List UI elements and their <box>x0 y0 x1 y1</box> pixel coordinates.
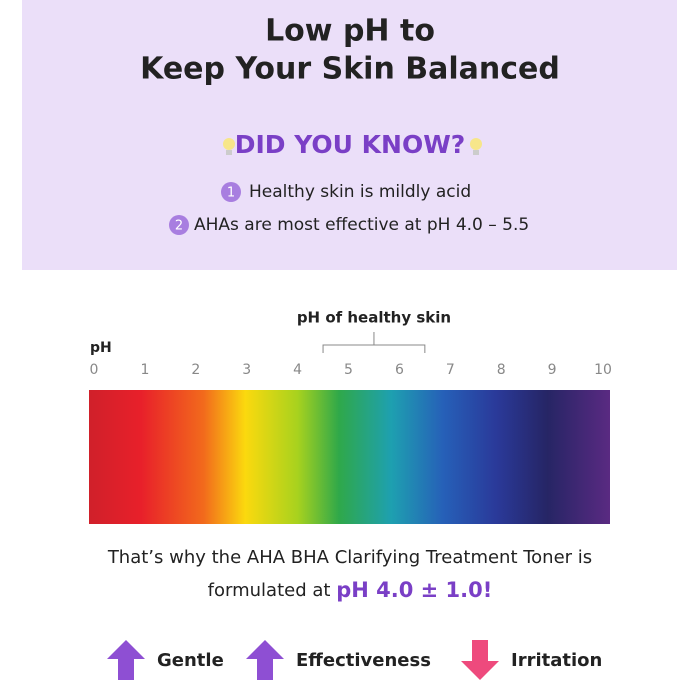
healthy-label: pH of healthy skin <box>297 309 451 327</box>
tick-label: 10 <box>594 362 612 378</box>
title-line: Keep Your Skin Balanced <box>140 52 560 87</box>
effect-arrow <box>107 640 145 680</box>
statement-line: That’s why the AHA BHA Clarifying Treatm… <box>107 547 592 568</box>
bulb-icon <box>470 138 482 155</box>
number-badge <box>169 215 189 235</box>
effect-label: Irritation <box>511 650 602 671</box>
title-line: Low pH to <box>265 14 435 49</box>
effect-arrow <box>246 640 284 680</box>
statement-line: formulated at pH 4.0 ± 1.0! <box>208 578 493 602</box>
tick-label: 7 <box>446 362 455 378</box>
ph-highlight: pH 4.0 ± 1.0! <box>336 578 492 602</box>
tick-label: 6 <box>395 362 404 378</box>
tick-label: 0 <box>90 362 99 378</box>
tick-label: 3 <box>242 362 251 378</box>
item-text: Healthy skin is mildly acid <box>249 182 471 202</box>
intro-panel <box>22 0 677 270</box>
number-badge <box>221 182 241 202</box>
tick-label: 8 <box>497 362 506 378</box>
effect-label: Gentle <box>157 650 224 671</box>
tick-label: 1 <box>140 362 149 378</box>
tick-label: 4 <box>293 362 302 378</box>
ph-spectrum <box>89 390 610 524</box>
healthy-bracket <box>322 332 426 353</box>
tick-label: 5 <box>344 362 353 378</box>
bulb-icon <box>223 138 235 155</box>
item-text: AHAs are most effective at pH 4.0 – 5.5 <box>194 215 529 235</box>
axis-label: pH <box>90 340 112 356</box>
tick-label: 9 <box>548 362 557 378</box>
tick-label: 2 <box>191 362 200 378</box>
effect-label: Effectiveness <box>296 650 431 671</box>
item-number: 1 <box>227 186 235 201</box>
item-number: 2 <box>175 219 183 234</box>
statement-prefix: formulated at <box>208 580 331 601</box>
effect-arrow <box>461 640 499 680</box>
did-you-know-heading: DID YOU KNOW? <box>235 130 466 159</box>
